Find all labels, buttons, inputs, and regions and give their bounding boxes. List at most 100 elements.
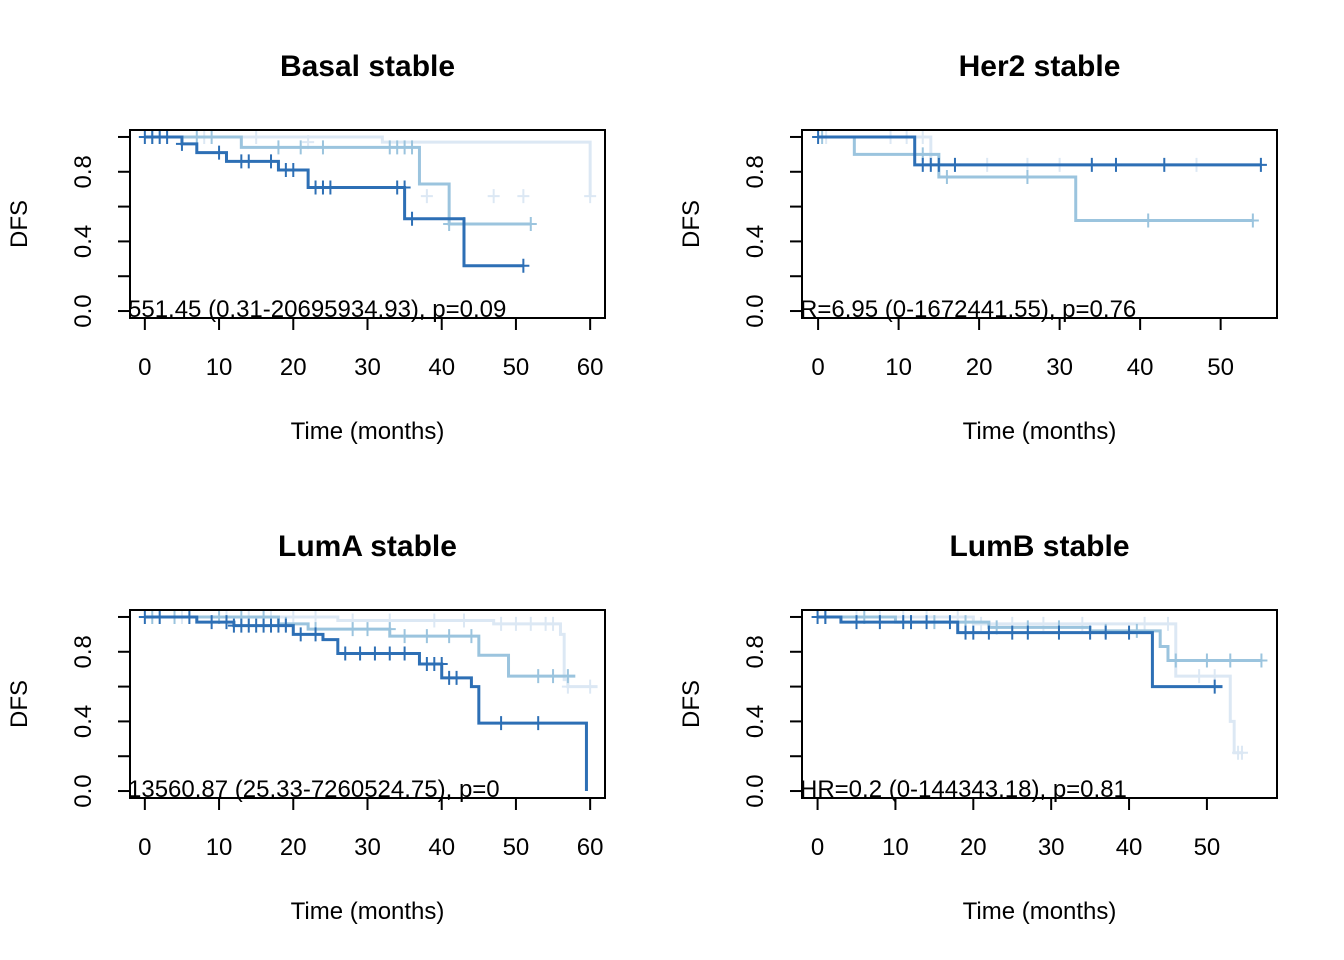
survival-curve [144, 615, 588, 792]
censor-mark [1006, 625, 1019, 640]
y-axis-label: DFS [6, 200, 33, 248]
censor-mark [450, 670, 463, 685]
censor-mark [190, 129, 203, 144]
survival-curve [144, 135, 592, 197]
x-tick-label: 40 [1127, 354, 1154, 381]
censor-mark [309, 627, 322, 642]
y-tick-label: 0.4 [70, 225, 97, 258]
x-tick-label: 40 [428, 834, 455, 861]
x-axis-label: Time (months) [963, 898, 1117, 925]
x-tick-label: 20 [280, 834, 307, 861]
censor-mark [1052, 625, 1065, 640]
plot-frame [801, 129, 1278, 319]
censor-mark [339, 646, 352, 661]
censor-mark [1021, 170, 1034, 184]
y-tick-label: 0.4 [70, 705, 97, 738]
censor-mark [213, 145, 226, 160]
survival-curve [818, 135, 1253, 223]
x-tick-label: 0 [138, 354, 151, 381]
y-tick-label: 0.0 [742, 774, 769, 807]
x-tick-label: 30 [354, 354, 381, 381]
censor-mark [819, 609, 832, 624]
censor-mark [940, 170, 953, 184]
x-tick-label: 40 [1116, 834, 1143, 861]
x-tick-label: 20 [280, 354, 307, 381]
censor-mark [250, 129, 263, 144]
censor-mark [873, 615, 886, 630]
x-tick-label: 30 [1046, 354, 1073, 381]
censor-mark [948, 157, 961, 172]
censor-mark [175, 136, 188, 151]
censor-mark [272, 140, 285, 155]
censor-mark [1235, 745, 1248, 760]
censor-mark [975, 616, 988, 631]
censor-mark [967, 625, 980, 640]
survival-curve [817, 615, 1242, 755]
x-tick-label: 50 [1207, 354, 1234, 381]
censor-mark [584, 189, 597, 204]
x-tick-label: 10 [885, 354, 912, 381]
x-tick-label: 30 [1038, 834, 1065, 861]
y-tick-label: 0.0 [742, 294, 769, 327]
censor-mark [509, 616, 522, 631]
x-axis-label: Time (months) [963, 418, 1117, 445]
x-tick-label: 10 [206, 834, 233, 861]
y-tick-label: 0.4 [742, 225, 769, 258]
survival-curve [818, 135, 1261, 167]
x-tick-label: 10 [206, 354, 233, 381]
y-tick-label: 0.4 [742, 705, 769, 738]
censor-mark [495, 716, 508, 731]
censor-mark [428, 613, 441, 628]
chart-title: LumA stable [278, 530, 457, 563]
censor-mark [435, 656, 448, 671]
x-axis-label: Time (months) [291, 898, 445, 925]
censor-mark [487, 189, 500, 204]
censor-mark [524, 217, 537, 231]
censor-mark [547, 616, 560, 631]
censor-mark [812, 129, 825, 144]
censor-mark [465, 629, 478, 644]
survival-series [138, 129, 530, 273]
y-axis-label: DFS [678, 200, 705, 248]
censor-mark [279, 618, 292, 633]
survival-series [144, 129, 597, 204]
chart-title: Her2 stable [959, 50, 1121, 83]
censor-mark [398, 646, 411, 661]
x-tick-label: 20 [960, 834, 987, 861]
x-tick-label: 20 [966, 354, 993, 381]
censor-mark [406, 211, 419, 226]
y-axis-label: DFS [6, 680, 33, 728]
censor-mark [220, 615, 233, 630]
censor-mark [1255, 653, 1268, 668]
censor-mark [850, 615, 863, 630]
survival-series [144, 609, 576, 684]
censor-mark [1085, 157, 1098, 172]
survival-curve [144, 135, 524, 268]
plot-frame [129, 609, 606, 799]
censor-mark [943, 615, 956, 630]
survival-series [138, 609, 588, 792]
censor-mark [406, 140, 419, 155]
censor-mark [1099, 625, 1112, 640]
censor-mark [316, 140, 329, 155]
censor-mark [294, 627, 307, 642]
survival-series [812, 129, 1267, 172]
censor-mark [524, 616, 537, 631]
censor-mark [346, 622, 359, 637]
x-tick-label: 30 [354, 834, 381, 861]
censor-mark [1142, 213, 1155, 228]
y-tick-label: 0.8 [742, 155, 769, 188]
survival-series [144, 129, 537, 231]
y-tick-label: 0.0 [70, 294, 97, 327]
censor-mark [443, 629, 456, 644]
censor-mark [982, 625, 995, 640]
censor-mark [265, 154, 278, 169]
censor-mark [183, 609, 196, 624]
censor-mark [205, 129, 218, 144]
x-tick-label: 40 [428, 354, 455, 381]
censor-mark [1200, 653, 1213, 668]
